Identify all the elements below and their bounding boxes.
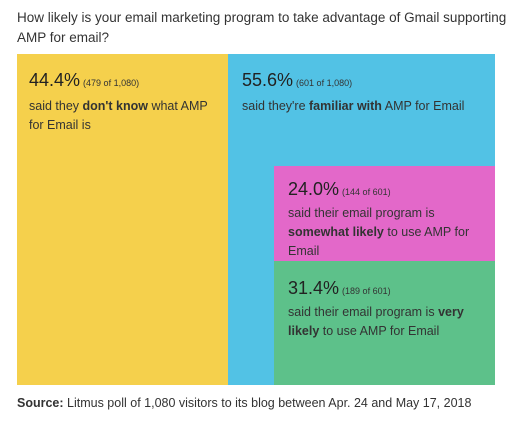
percent-label: 44.4% (29, 70, 81, 90)
description: said their email program is somewhat lik… (288, 206, 470, 258)
count-label: (144 of 601) (342, 187, 391, 197)
source-note: Source: Litmus poll of 1,080 visitors to… (17, 396, 472, 410)
percent-label: 31.4% (288, 278, 340, 298)
description: said their email program is very likely … (288, 305, 464, 338)
count-label: (601 of 1,080) (296, 78, 353, 88)
percent-label: 55.6% (242, 70, 294, 90)
treemap-chart: 44.4% (479 of 1,080) said they don't know… (17, 54, 495, 385)
block-somewhat-likely: 24.0% (144 of 601) said their email progr… (274, 166, 495, 261)
percent-label: 24.0% (288, 179, 340, 199)
block-dont-know: 44.4% (479 of 1,080) said they don't know… (17, 54, 228, 385)
description: said they don't know what AMP for Email … (29, 99, 208, 132)
count-label: (189 of 601) (342, 286, 391, 296)
chart-title: How likely is your email marketing progr… (17, 10, 507, 45)
block-very-likely: 31.4% (189 of 601) said their email progr… (274, 261, 495, 385)
count-label: (479 of 1,080) (83, 78, 140, 88)
description: said they're familiar with AMP for Email (242, 99, 465, 113)
